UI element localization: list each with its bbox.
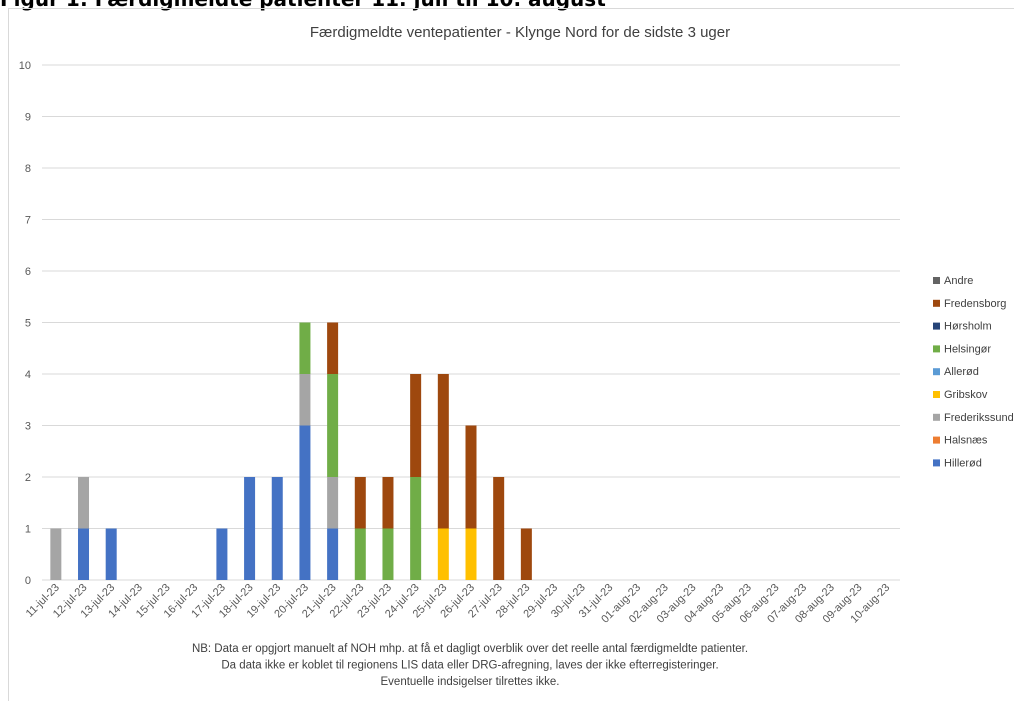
legend-item: Allerød: [933, 366, 979, 378]
figure-heading: Figur 1: Færdigmeldte patienter 11. juli…: [0, 0, 606, 11]
legend-item: Fredensborg: [933, 298, 1006, 310]
bar-segment: [327, 477, 339, 529]
y-tick-label: 10: [19, 60, 31, 72]
y-tick-label: 0: [25, 575, 31, 587]
chart-title: Færdigmeldte ventepatienter - Klynge Nor…: [310, 24, 730, 41]
legend-item: Frederikssund: [933, 412, 1014, 424]
y-tick-label: 5: [25, 318, 31, 330]
bar-segment: [78, 477, 90, 529]
legend-label: Fredensborg: [944, 298, 1006, 310]
bar-segment: [437, 528, 449, 580]
legend-swatch: [933, 391, 940, 398]
bar-segment: [493, 477, 505, 580]
bar-segment: [520, 528, 532, 580]
legend-swatch: [933, 436, 940, 444]
y-axis-ticks: 0 1 2 3 4 5 6 7 8 9 10: [19, 60, 31, 587]
legend-label: Frederikssund: [944, 412, 1014, 424]
legend-label: Gribskov: [944, 389, 988, 401]
legend-label: Andre: [944, 275, 973, 287]
bar-segment: [299, 425, 311, 580]
bar-segment: [244, 477, 256, 580]
bar-segment: [327, 528, 339, 580]
legend-swatch: [933, 413, 940, 421]
legend-item: Gribskov: [933, 389, 988, 401]
y-tick-label: 9: [25, 112, 31, 124]
bars: [50, 322, 532, 580]
chart-note-line: Da data ikke er koblet til regionens LIS…: [221, 660, 718, 672]
x-axis-ticks: 11-jul-2312-jul-2313-jul-2314-jul-2315-j…: [24, 582, 893, 626]
y-tick-label: 7: [25, 215, 31, 227]
bar-segment: [105, 528, 117, 580]
chart-note-line: NB: Data er opgjort manuelt af NOH mhp. …: [192, 643, 748, 655]
bar-segment: [410, 374, 422, 477]
bar-segment: [299, 374, 311, 426]
chart-notes: NB: Data er opgjort manuelt af NOH mhp. …: [192, 643, 748, 688]
bar-segment: [354, 477, 366, 529]
legend: Andre Fredensborg Hørsholm Helsingør Allerød…: [933, 275, 1014, 469]
bar-segment: [50, 528, 62, 580]
y-tick-label: 6: [25, 266, 31, 278]
legend-label: Halsnæs: [944, 435, 988, 447]
chart-note-line: Eventuelle indsigelser tilrettes ikke.: [381, 676, 560, 688]
y-tick-label: 8: [25, 163, 31, 175]
legend-item: Halsnæs: [933, 435, 988, 447]
legend-swatch: [933, 322, 940, 330]
y-tick-label: 3: [25, 421, 31, 433]
legend-item: Andre: [933, 275, 973, 287]
y-tick-label: 2: [25, 472, 31, 484]
bar-segment: [382, 477, 394, 529]
bar-segment: [299, 322, 311, 374]
bar-segment: [410, 477, 422, 580]
legend-label: Allerød: [944, 366, 979, 378]
legend-swatch: [933, 368, 940, 376]
bar-segment: [327, 322, 339, 374]
bar-segment: [354, 528, 366, 580]
bar-segment: [382, 528, 394, 580]
legend-label: Hillerød: [944, 457, 982, 469]
legend-swatch: [933, 277, 940, 284]
bar-segment: [465, 528, 477, 580]
bar-segment: [437, 374, 449, 529]
y-tick-label: 1: [25, 524, 31, 536]
y-tick-label: 4: [25, 369, 31, 381]
bar-segment: [327, 374, 339, 477]
legend-item: Helsingør: [933, 343, 991, 355]
bar-segment: [216, 528, 228, 580]
bar-segment: [465, 425, 477, 529]
bar-segment: [78, 528, 90, 580]
legend-swatch: [933, 345, 940, 353]
legend-swatch: [933, 459, 940, 467]
legend-label: Hørsholm: [944, 321, 992, 333]
legend-item: Hørsholm: [933, 321, 992, 333]
legend-item: Hillerød: [933, 457, 982, 469]
bar-segment: [271, 477, 283, 580]
legend-swatch: [933, 299, 940, 307]
chart-frame: [8, 8, 1014, 701]
legend-label: Helsingør: [944, 343, 991, 355]
